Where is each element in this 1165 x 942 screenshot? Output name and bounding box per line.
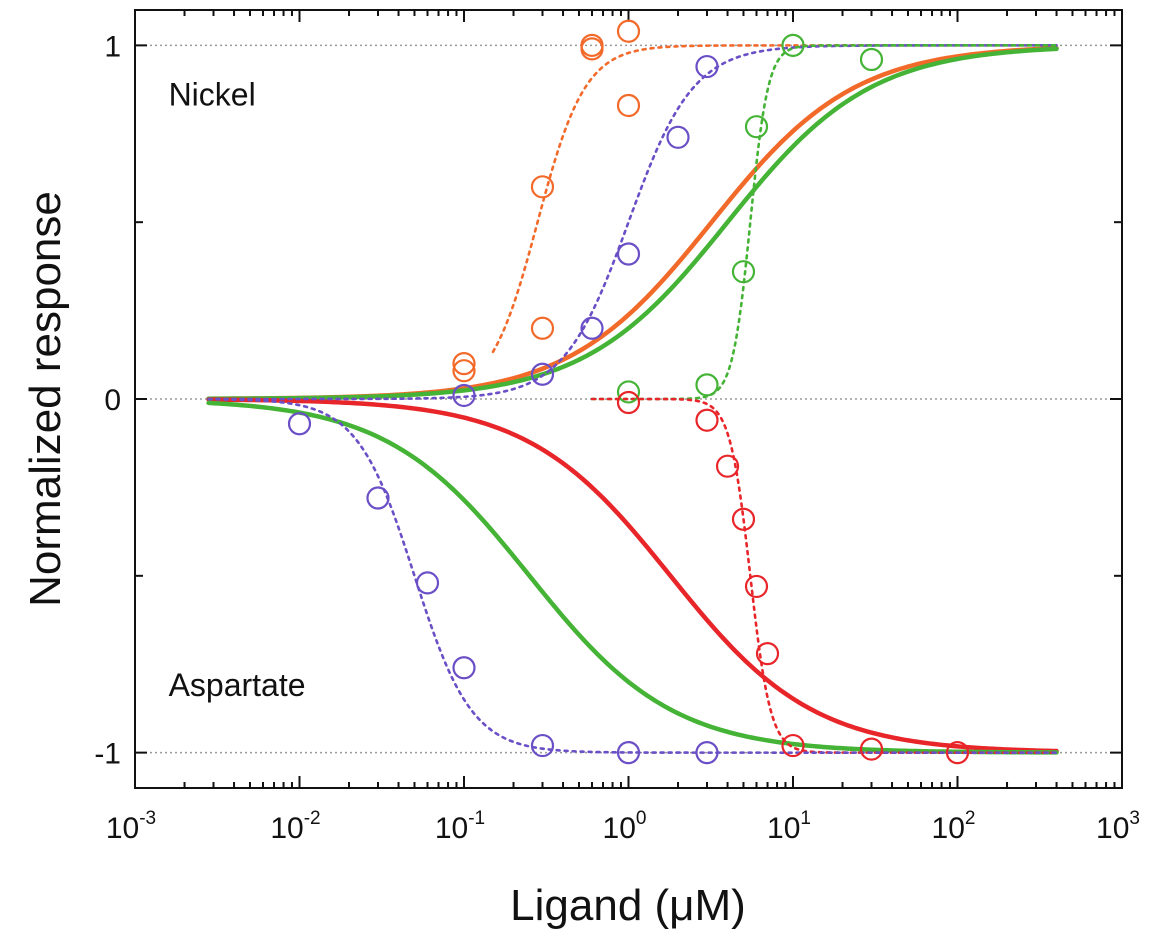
data-point bbox=[580, 33, 604, 57]
series-green-solid-curve bbox=[206, 46, 1059, 401]
data-point bbox=[781, 33, 805, 57]
annotation-aspartate: Aspartate bbox=[169, 667, 306, 703]
data-point bbox=[666, 125, 690, 149]
series-layer bbox=[206, 19, 1059, 765]
annotation-nickel: Nickel bbox=[169, 76, 256, 112]
data-point bbox=[616, 242, 641, 266]
x-tick-label: 10-2 bbox=[270, 808, 320, 845]
data-point bbox=[415, 571, 440, 595]
series-green-markers bbox=[616, 33, 884, 404]
y-tick-label: 0 bbox=[104, 384, 121, 417]
series-green-solid-curve bbox=[206, 400, 1059, 755]
data-point bbox=[744, 115, 769, 139]
data-point bbox=[715, 454, 740, 478]
data-point bbox=[366, 486, 390, 510]
data-point bbox=[616, 19, 641, 43]
series-orange-solid-curve bbox=[206, 45, 1059, 401]
data-point bbox=[695, 54, 719, 79]
data-point bbox=[530, 733, 555, 758]
x-axis-title: Ligand (μM) bbox=[510, 881, 746, 930]
x-tick-label: 10-1 bbox=[435, 808, 485, 845]
data-point bbox=[695, 408, 719, 432]
data-point bbox=[616, 390, 641, 415]
series-orange-dotted-curve bbox=[491, 44, 1058, 354]
x-tick-label: 101 bbox=[767, 808, 811, 845]
data-point bbox=[452, 359, 476, 383]
data-point bbox=[580, 316, 604, 340]
annotations: Nickel Aspartate bbox=[169, 76, 306, 703]
x-tick-label: 103 bbox=[1096, 808, 1140, 845]
series-green-dotted-curve bbox=[590, 44, 1058, 401]
series-red-solid-curve bbox=[206, 397, 1059, 754]
y-tick-label: 1 bbox=[104, 30, 121, 63]
data-point bbox=[744, 574, 769, 599]
y-tick-label: -1 bbox=[94, 738, 121, 771]
series-purple-markers bbox=[452, 54, 719, 408]
data-point bbox=[781, 733, 805, 758]
data-point bbox=[945, 741, 970, 765]
data-point bbox=[530, 175, 555, 199]
data-point bbox=[616, 741, 641, 765]
data-point bbox=[452, 656, 476, 680]
data-point bbox=[731, 260, 756, 284]
x-tick-label: 100 bbox=[603, 808, 647, 845]
series-purple-dotted-curve bbox=[207, 397, 1058, 754]
series-purple-markers bbox=[287, 412, 719, 765]
data-point bbox=[695, 741, 719, 765]
data-point bbox=[452, 383, 476, 408]
x-tick-label: 102 bbox=[932, 808, 976, 845]
x-tick-label: 10-3 bbox=[106, 808, 156, 845]
data-point bbox=[695, 373, 719, 397]
data-point bbox=[530, 316, 555, 340]
series-red-dotted-curve bbox=[590, 397, 1058, 754]
data-point bbox=[859, 47, 884, 72]
data-point bbox=[859, 737, 884, 761]
data-point bbox=[452, 352, 476, 376]
data-point bbox=[616, 93, 641, 118]
data-point bbox=[731, 507, 756, 531]
data-point bbox=[755, 642, 780, 666]
series-red-markers bbox=[616, 390, 970, 765]
series-orange-markers bbox=[452, 19, 641, 383]
data-point bbox=[530, 362, 555, 386]
y-axis-title: Normalized response bbox=[21, 191, 70, 607]
series-purple-dotted-curve bbox=[207, 44, 1058, 401]
data-point bbox=[616, 380, 641, 404]
data-point bbox=[287, 412, 312, 436]
